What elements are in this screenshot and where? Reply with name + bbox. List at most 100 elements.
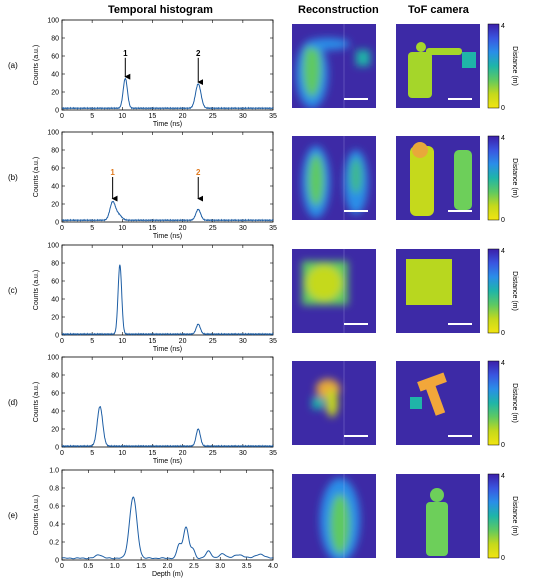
colorbar-tick-min: 0 <box>501 330 505 337</box>
person2 <box>454 150 472 210</box>
colorbar-tick-min: 0 <box>501 555 505 562</box>
y-tick-label: 100 <box>47 18 59 25</box>
scale-bar <box>344 210 368 212</box>
y-tick-label: 60 <box>51 279 59 286</box>
y-tick-label: 0 <box>55 558 59 565</box>
histogram-series-line <box>61 200 274 222</box>
letter-t-stem-blur <box>326 389 338 417</box>
x-tick-label: 15 <box>149 450 157 457</box>
arm <box>426 48 462 55</box>
scale-bar <box>344 435 368 437</box>
reconstruction-image-1 <box>292 24 376 108</box>
x-tick-label: 30 <box>239 450 247 457</box>
histogram-series-line <box>61 405 274 448</box>
histogram-panel-5: (e) 0 0.2 0.4 0.6 0.8 1.0 0 0.5 1.0 1.5 2.0 2.5 3.0 3.… <box>8 468 278 579</box>
x-tick-label: 3.0 <box>215 563 225 570</box>
y-tick-label: 100 <box>47 130 59 137</box>
reconstruction-image-5 <box>292 474 376 558</box>
colorbar-tick-max: 4 <box>501 360 505 367</box>
x-tick-label: 20 <box>179 225 187 232</box>
x-tick-label: 35 <box>269 338 277 345</box>
y-axis-label: Counts (a.u.) <box>33 45 40 85</box>
y-tick-label: 60 <box>51 166 59 173</box>
header-reconstruction: Reconstruction <box>298 4 379 16</box>
x-tick-label: 5 <box>90 113 94 120</box>
colorbar-4: 4 0 Distance (m) <box>487 360 518 449</box>
x-tick-label: 30 <box>239 225 247 232</box>
panel-label: (a) <box>8 61 18 70</box>
tof-image-3 <box>396 249 480 333</box>
y-tick-label: 0.8 <box>49 486 59 493</box>
colorbar-gradient <box>487 473 500 559</box>
x-axis-label: Time (ns) <box>153 458 182 465</box>
person1-head <box>412 142 428 158</box>
x-tick-label: 20 <box>179 113 187 120</box>
colorbar-gradient <box>487 248 500 334</box>
arm-blur <box>306 38 350 50</box>
histogram-series-line <box>61 496 274 560</box>
y-tick-label: 40 <box>51 184 59 191</box>
x-tick-label: 30 <box>239 338 247 345</box>
x-tick-label: 0 <box>60 563 64 570</box>
x-axis-label: Time (ns) <box>153 233 182 240</box>
reconstruction-image-3 <box>292 249 376 333</box>
x-tick-label: 0 <box>60 225 64 232</box>
colorbar-1: 4 0 Distance (m) <box>487 23 518 112</box>
x-tick-label: 5 <box>90 225 94 232</box>
y-tick-label: 40 <box>51 409 59 416</box>
scale-bar <box>448 435 472 437</box>
peak-label: 1 <box>110 168 115 177</box>
x-tick-label: 10 <box>118 338 126 345</box>
y-tick-label: 20 <box>51 315 59 322</box>
y-tick-label: 100 <box>47 243 59 250</box>
peak-label: 1 <box>123 49 128 58</box>
x-tick-label: 4.0 <box>268 563 278 570</box>
letter-t-stem <box>424 382 446 416</box>
panel-label: (b) <box>8 173 18 182</box>
x-axis-label: Depth (m) <box>152 571 183 578</box>
target-blur <box>356 50 370 66</box>
histogram-panel-3: (c) 0 20 40 60 80 100 0 5 10 15 20 25 30 35 Time (ns) Co… <box>8 243 277 354</box>
y-tick-label: 20 <box>51 90 59 97</box>
x-tick-label: 2.0 <box>163 563 173 570</box>
y-tick-label: 0 <box>55 333 59 340</box>
x-tick-label: 0 <box>60 450 64 457</box>
reconstruction-image-2 <box>292 136 376 220</box>
y-tick-label: 80 <box>51 373 59 380</box>
header-histogram: Temporal histogram <box>108 4 213 16</box>
y-tick-label: 60 <box>51 391 59 398</box>
board <box>406 259 452 305</box>
y-tick-label: 0.2 <box>49 540 59 547</box>
tof-image-4 <box>396 361 480 445</box>
scale-bar <box>344 323 368 325</box>
colorbar-2: 4 0 Distance (m) <box>487 135 518 224</box>
x-tick-label: 25 <box>209 338 217 345</box>
y-axis-label: Counts (a.u.) <box>33 382 40 422</box>
head <box>416 42 426 52</box>
y-tick-label: 0 <box>55 220 59 227</box>
reconstruction-image-4 <box>292 361 376 445</box>
panel-label: (d) <box>8 398 18 407</box>
target <box>462 52 476 68</box>
colorbar-label: Distance (m) <box>511 383 518 423</box>
plot-frame <box>61 244 274 336</box>
board-core <box>306 265 342 301</box>
y-tick-label: 0.6 <box>49 504 59 511</box>
x-tick-label: 30 <box>239 113 247 120</box>
y-tick-label: 40 <box>51 72 59 79</box>
peak-label: 2 <box>196 168 201 177</box>
x-axis-label: Time (ns) <box>153 121 182 128</box>
colorbar-tick-max: 4 <box>501 473 505 480</box>
person1-core <box>308 154 324 206</box>
x-tick-label: 10 <box>118 225 126 232</box>
x-tick-label: 0 <box>60 338 64 345</box>
colorbar-gradient <box>487 135 500 221</box>
peak-label: 2 <box>196 49 201 58</box>
x-tick-label: 35 <box>269 225 277 232</box>
x-tick-label: 2.5 <box>189 563 199 570</box>
tof-image-1 <box>396 24 480 108</box>
y-tick-label: 0 <box>55 108 59 115</box>
plot-frame <box>61 19 274 111</box>
cube-blur <box>312 397 324 409</box>
y-tick-label: 80 <box>51 36 59 43</box>
